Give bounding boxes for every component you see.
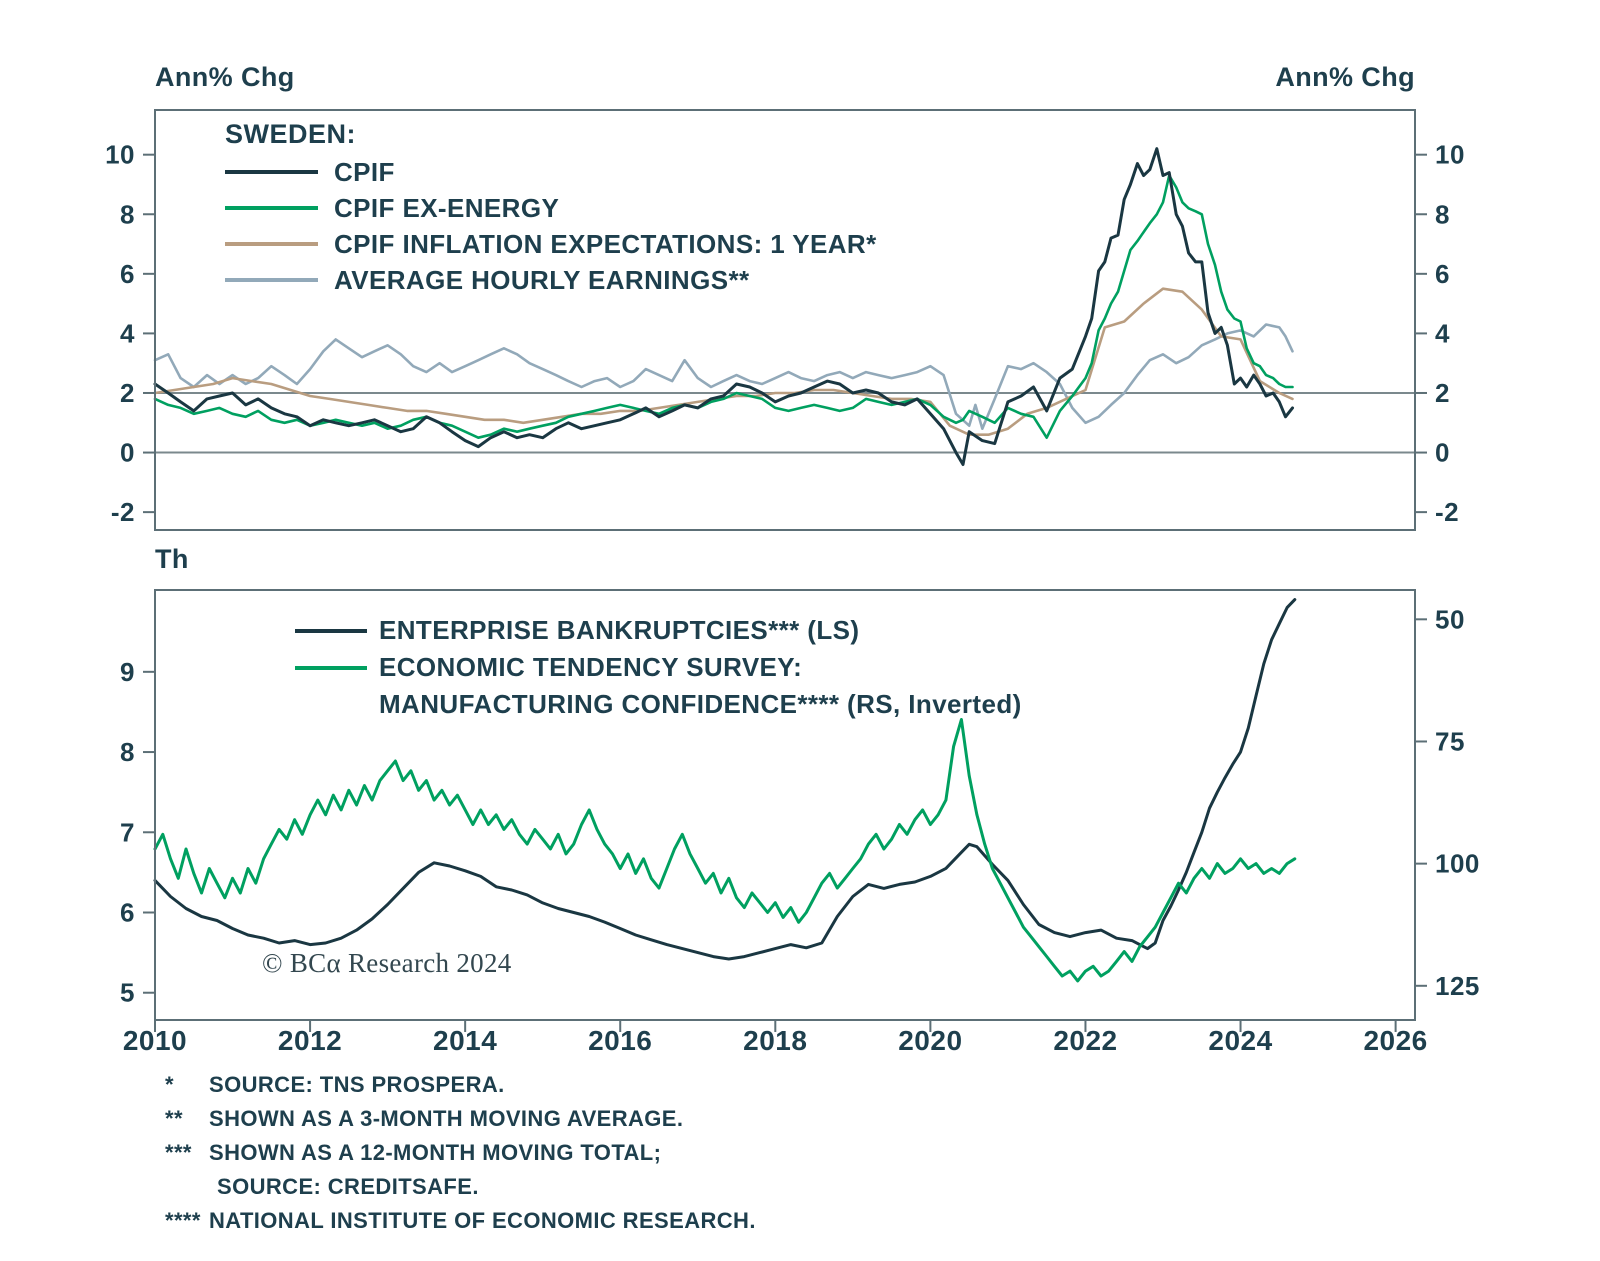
footnote-marker: *** bbox=[165, 1140, 192, 1165]
legend-item-tendency-survey-line2: MANUFACTURING CONFIDENCE**** (RS, Invert… bbox=[295, 686, 1022, 723]
svg-text:100: 100 bbox=[1435, 849, 1480, 879]
legend-label: MANUFACTURING CONFIDENCE**** (RS, Invert… bbox=[379, 689, 1022, 719]
legend-item-cpif: CPIF bbox=[225, 154, 877, 190]
cpif-line-swatch bbox=[225, 170, 318, 174]
legend-label: CPIF EX-ENERGY bbox=[334, 192, 560, 223]
bottom-panel-plot: 5 6 7 8 9 50 75 100 125 2010 2012 2014 2016 2018 2020 2… bbox=[120, 589, 1480, 1056]
svg-text:0: 0 bbox=[120, 438, 135, 468]
footnote-text: SHOWN AS A 3-MONTH MOVING AVERAGE. bbox=[209, 1106, 684, 1131]
svg-text:10: 10 bbox=[1435, 140, 1465, 170]
footnote-marker: **** bbox=[165, 1208, 201, 1233]
svg-text:4: 4 bbox=[120, 318, 135, 348]
svg-text:2016: 2016 bbox=[588, 1025, 652, 1056]
footnote-text: SOURCE: CREDITSAFE. bbox=[217, 1174, 479, 1199]
svg-text:8: 8 bbox=[1435, 199, 1450, 229]
svg-text:2014: 2014 bbox=[433, 1025, 497, 1056]
svg-text:2022: 2022 bbox=[1053, 1025, 1117, 1056]
svg-text:2026: 2026 bbox=[1363, 1025, 1427, 1056]
svg-text:4: 4 bbox=[1435, 318, 1450, 348]
bottom-left-axis-unit: Th bbox=[155, 544, 189, 574]
top-right-axis-unit: Ann% Chg bbox=[1275, 62, 1415, 92]
legend-title: SWEDEN: bbox=[225, 118, 356, 149]
legend-item-tendency-survey: ECONOMIC TENDENCY SURVEY: bbox=[295, 649, 1022, 686]
svg-text:0: 0 bbox=[1435, 438, 1450, 468]
footnote-text: NATIONAL INSTITUTE OF ECONOMIC RESEARCH. bbox=[209, 1208, 756, 1233]
footnote-text: SHOWN AS A 12-MONTH MOVING TOTAL; bbox=[209, 1140, 662, 1165]
top-panel-plot: -2 -2 0 0 2 2 4 4 6 6 8 8 10 10 bbox=[105, 109, 1465, 531]
svg-text:2020: 2020 bbox=[898, 1025, 962, 1056]
bottom-legend: ENTERPRISE BANKRUPTCIES*** (LS) ECONOMIC… bbox=[295, 612, 1022, 723]
svg-text:2: 2 bbox=[120, 378, 135, 408]
legend-item-inflation-expectations: CPIF INFLATION EXPECTATIONS: 1 YEAR* bbox=[225, 226, 877, 262]
svg-text:-2: -2 bbox=[1435, 497, 1459, 527]
svg-text:50: 50 bbox=[1435, 604, 1465, 634]
svg-text:8: 8 bbox=[120, 199, 135, 229]
svg-text:6: 6 bbox=[120, 259, 135, 289]
inflation-expectations-line-swatch bbox=[225, 242, 318, 246]
svg-text:125: 125 bbox=[1435, 971, 1480, 1001]
svg-text:6: 6 bbox=[1435, 259, 1450, 289]
svg-text:10: 10 bbox=[105, 140, 135, 170]
svg-text:5: 5 bbox=[120, 978, 135, 1008]
legend-label: CPIF INFLATION EXPECTATIONS: 1 YEAR* bbox=[334, 228, 877, 259]
footnote-marker bbox=[165, 1174, 209, 1200]
legend-label: CPIF bbox=[334, 156, 395, 187]
svg-text:75: 75 bbox=[1435, 726, 1465, 756]
cpif-ex-energy-line-swatch bbox=[225, 206, 318, 210]
tendency-survey-line-swatch bbox=[295, 665, 367, 670]
hourly-earnings-line-swatch bbox=[225, 278, 318, 282]
legend-item-cpif-ex-energy: CPIF EX-ENERGY bbox=[225, 190, 877, 226]
svg-text:2010: 2010 bbox=[123, 1025, 187, 1056]
footnote-marker: ** bbox=[165, 1106, 183, 1131]
legend-label: ENTERPRISE BANKRUPTCIES*** (LS) bbox=[379, 615, 860, 645]
top-legend: SWEDEN: CPIF CPIF EX-ENERGY CPIF INFLATI… bbox=[225, 114, 877, 298]
footnote-text: SOURCE: TNS PROSPERA. bbox=[209, 1072, 505, 1097]
svg-text:7: 7 bbox=[120, 817, 135, 847]
legend-label: AVERAGE HOURLY EARNINGS** bbox=[334, 264, 750, 295]
footnotes: * SOURCE: TNS PROSPERA. ** SHOWN AS A 3-… bbox=[165, 1072, 756, 1234]
svg-text:9: 9 bbox=[120, 657, 135, 687]
svg-text:2024: 2024 bbox=[1208, 1025, 1272, 1056]
svg-text:2018: 2018 bbox=[743, 1025, 807, 1056]
svg-text:2: 2 bbox=[1435, 378, 1450, 408]
copyright: © BCα Research 2024 bbox=[262, 948, 512, 978]
svg-text:8: 8 bbox=[120, 737, 135, 767]
svg-text:6: 6 bbox=[120, 898, 135, 928]
footnote-marker: * bbox=[165, 1072, 174, 1097]
top-left-axis-unit: Ann% Chg bbox=[155, 62, 295, 92]
svg-text:2012: 2012 bbox=[278, 1025, 342, 1056]
legend-item-bankruptcies: ENTERPRISE BANKRUPTCIES*** (LS) bbox=[295, 612, 1022, 649]
legend-item-hourly-earnings: AVERAGE HOURLY EARNINGS** bbox=[225, 262, 877, 298]
legend-label: ECONOMIC TENDENCY SURVEY: bbox=[379, 652, 803, 682]
bankruptcies-line-swatch bbox=[295, 628, 367, 633]
svg-text:-2: -2 bbox=[111, 497, 135, 527]
